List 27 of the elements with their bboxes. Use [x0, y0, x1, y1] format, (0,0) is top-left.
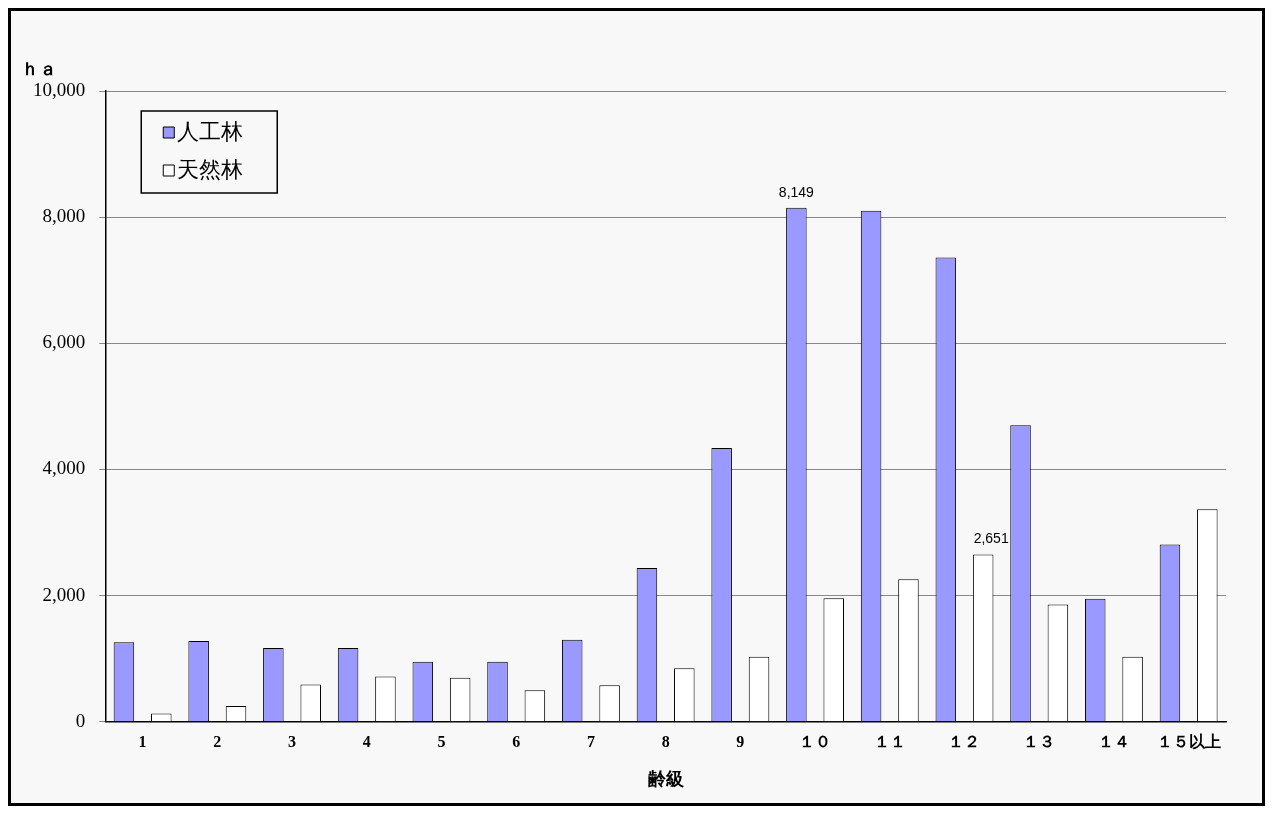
- x-tick-label: 8: [661, 732, 670, 750]
- legend-label: 天然林: [177, 157, 244, 183]
- x-tick-label: 9: [736, 732, 745, 750]
- legend-label: 人工林: [177, 119, 244, 145]
- x-tick-label: 4: [362, 732, 371, 750]
- x-tick-label: 5: [437, 732, 446, 750]
- y-tick-label: 2,000: [42, 583, 86, 605]
- y-tick-label: 8,000: [42, 205, 86, 227]
- y-tick-label: 10,000: [33, 78, 86, 100]
- x-tick-label: １３: [1023, 732, 1056, 750]
- data-label: 8,149: [778, 183, 815, 200]
- x-axis-title: 齢級: [647, 769, 684, 790]
- x-tick-label: １１: [873, 732, 906, 750]
- x-tick-label: １０: [799, 732, 832, 750]
- x-tick-label: 6: [512, 732, 521, 750]
- x-tick-label: 3: [288, 732, 297, 750]
- y-tick-label: 6,000: [42, 331, 86, 353]
- y-axis-title: ｈａ: [21, 58, 57, 79]
- y-tick-label: 0: [75, 709, 86, 731]
- y-tick-label: 4,000: [42, 457, 86, 479]
- x-tick-label: 7: [586, 732, 595, 750]
- data-label: 2,651: [973, 530, 1009, 547]
- x-tick-label: １４: [1097, 732, 1130, 750]
- x-tick-label: 2: [213, 732, 222, 750]
- x-tick-label: 1: [138, 732, 147, 750]
- x-tick-label: １５以上: [1156, 732, 1221, 750]
- x-tick-label: １２: [948, 732, 981, 750]
